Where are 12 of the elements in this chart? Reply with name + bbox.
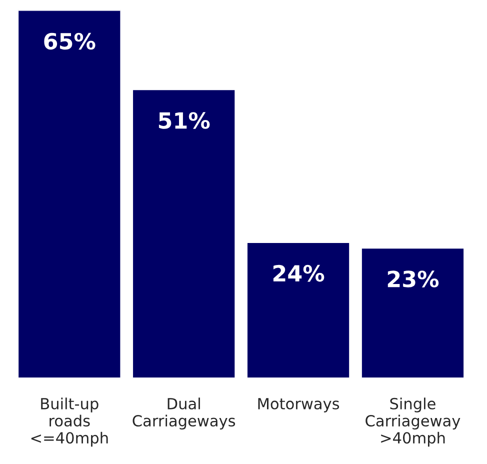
data-label: 24% [273, 264, 324, 282]
x-tick-label: Built-up roads <=40mph [31, 398, 108, 447]
data-label: 51% [158, 112, 210, 129]
x-tick-label: Motorways [258, 398, 340, 412]
data-label: 23% [388, 270, 439, 288]
bar [360, 247, 465, 378]
data-label: 65% [44, 32, 96, 50]
x-tick-label: Dual Carriageways [132, 398, 236, 430]
bar [17, 10, 122, 378]
bar [132, 88, 236, 378]
x-tick-label: Single Carriageway >40mph [366, 398, 460, 447]
bar [246, 242, 350, 378]
